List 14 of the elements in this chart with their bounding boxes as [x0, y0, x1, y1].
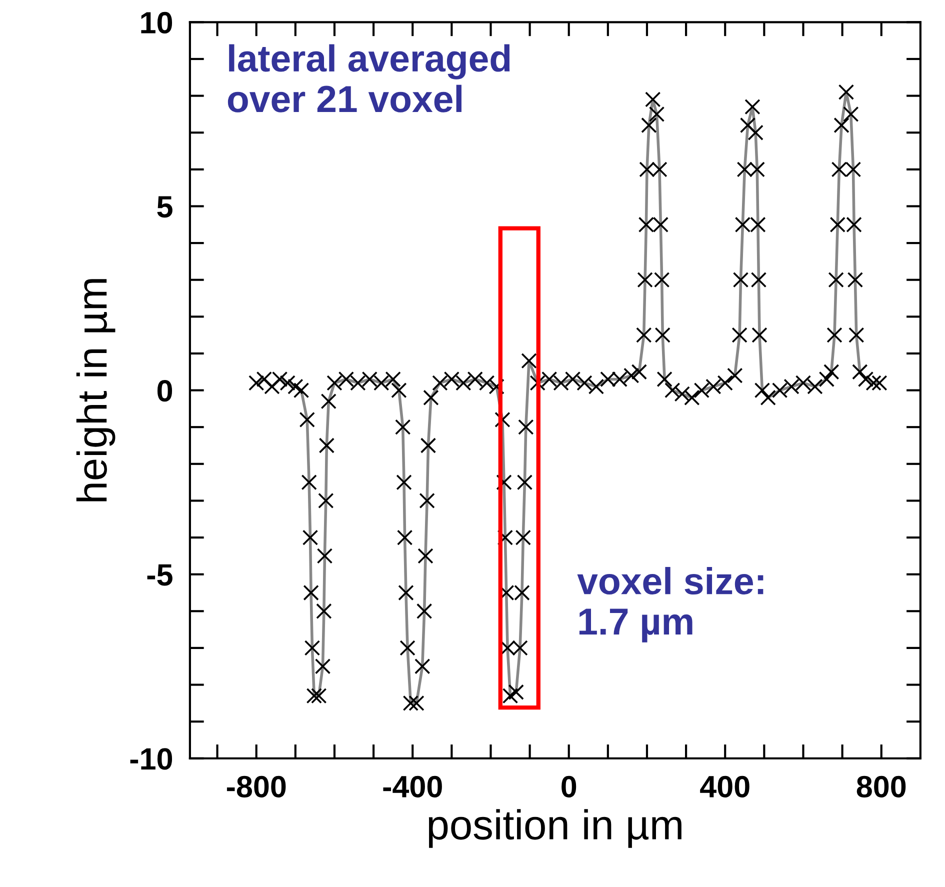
annotation: lateral averaged over 21 voxel	[228, 44, 510, 112]
annotation: voxel size: 1.7 µm	[577, 566, 764, 642]
y-axis-title: height in µm	[76, 279, 116, 502]
x-tick-label: 0	[562, 776, 576, 798]
x-tick-label: -400	[383, 776, 442, 798]
x-axis-title: position in µm	[428, 809, 682, 848]
x-tick-label: 800	[856, 776, 906, 798]
x-tick-label: -800	[226, 776, 286, 798]
y-tick-label: -10	[130, 748, 172, 770]
x-tick-label: 400	[700, 776, 750, 798]
y-tick-label: 0	[157, 380, 172, 402]
y-tick-label: 5	[157, 196, 172, 218]
y-tick-label: -5	[147, 564, 172, 586]
y-tick-label: 10	[141, 12, 172, 34]
